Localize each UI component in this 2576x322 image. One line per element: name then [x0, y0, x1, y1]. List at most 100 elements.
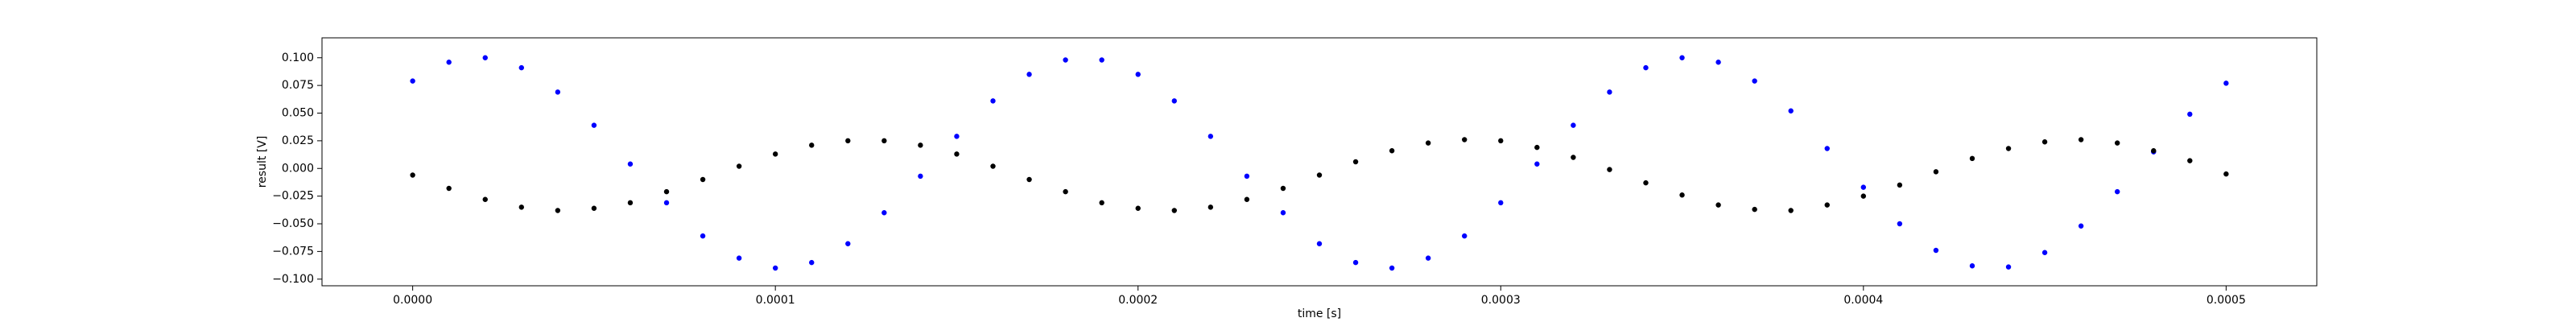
data-point — [1316, 172, 1323, 178]
data-point — [591, 205, 597, 211]
data-point — [1788, 208, 1794, 213]
x-tick-label: 0.0004 — [1843, 294, 1883, 307]
data-point — [663, 200, 670, 206]
data-point — [1534, 161, 1540, 167]
data-point — [627, 161, 634, 167]
x-tick-label: 0.0001 — [756, 294, 795, 307]
data-point — [990, 163, 996, 169]
data-point — [845, 138, 851, 144]
x-axis-label: time [s] — [1298, 308, 1341, 320]
data-point — [482, 196, 488, 202]
data-point — [1244, 196, 1250, 202]
data-point — [736, 255, 742, 261]
data-point — [1389, 265, 1395, 271]
data-point — [1788, 108, 1794, 114]
x-tick-label: 0.0002 — [1118, 294, 1158, 307]
data-point — [954, 134, 960, 139]
y-tick-label: −0.100 — [272, 273, 314, 286]
data-point — [663, 188, 670, 195]
data-point — [2041, 250, 2048, 255]
data-point — [1571, 122, 1576, 128]
data-point — [1389, 148, 1395, 154]
data-point — [881, 210, 887, 216]
data-point — [1860, 193, 1867, 199]
data-point — [1171, 208, 1177, 213]
data-point — [1897, 221, 1903, 227]
data-point — [1534, 144, 1540, 151]
data-point — [1969, 155, 1975, 162]
data-point — [446, 185, 452, 192]
data-point — [2005, 264, 2012, 270]
data-point — [772, 265, 778, 271]
y-tick-label: −0.025 — [272, 190, 314, 203]
data-point — [1099, 200, 1104, 206]
data-point — [518, 204, 524, 210]
data-point — [2223, 80, 2229, 86]
data-point — [1280, 185, 1286, 192]
data-point — [1752, 206, 1757, 213]
data-point — [700, 233, 706, 239]
data-point — [1897, 182, 1903, 188]
data-point — [1752, 78, 1757, 84]
data-point — [2078, 137, 2084, 142]
data-point — [1933, 247, 1939, 254]
data-point — [1679, 192, 1685, 198]
data-point — [2041, 139, 2048, 145]
data-point — [1135, 72, 1141, 77]
data-point — [1498, 138, 1504, 144]
data-point — [1607, 89, 1612, 95]
data-point — [1208, 134, 1214, 139]
y-tick-label: 0.050 — [282, 107, 314, 120]
data-point — [1135, 205, 1141, 211]
data-point — [2187, 158, 2193, 163]
data-point — [1571, 155, 1576, 160]
data-point — [555, 89, 561, 95]
data-point — [1860, 184, 1867, 190]
data-point — [809, 259, 815, 266]
data-point — [736, 163, 742, 169]
data-point — [1026, 176, 1032, 183]
data-point — [1933, 169, 1939, 175]
x-tick-label: 0.0003 — [1481, 294, 1521, 307]
data-point — [2223, 171, 2229, 177]
data-point — [591, 122, 597, 128]
data-point — [482, 55, 488, 60]
data-point — [1715, 202, 1721, 208]
data-point — [2078, 223, 2084, 229]
data-point — [954, 151, 960, 157]
plot-frame — [321, 37, 2318, 287]
data-point — [1824, 202, 1830, 208]
data-point — [1679, 55, 1685, 60]
data-point — [2115, 188, 2120, 195]
data-point — [1099, 57, 1104, 63]
data-point — [555, 208, 561, 213]
data-point — [2115, 140, 2120, 146]
data-point — [1643, 64, 1649, 71]
data-point — [1208, 204, 1214, 210]
y-tick-label: 0.100 — [282, 52, 314, 64]
data-point — [1352, 159, 1359, 165]
y-axis-label: result [V] — [256, 136, 269, 188]
data-point — [518, 64, 524, 71]
data-point — [1063, 188, 1068, 195]
data-point — [1026, 72, 1032, 77]
data-point — [1824, 146, 1830, 151]
data-point — [1316, 241, 1323, 246]
y-tick-label: 0.025 — [282, 134, 314, 147]
y-tick-label: 0.000 — [282, 162, 314, 175]
data-point — [845, 241, 851, 246]
data-point — [1969, 263, 1975, 269]
y-tick-label: 0.075 — [282, 79, 314, 92]
data-point — [1715, 60, 1721, 65]
y-tick-label: −0.050 — [272, 217, 314, 230]
data-point — [2005, 146, 2012, 151]
data-point — [2151, 148, 2157, 154]
data-point — [1498, 200, 1504, 206]
data-point — [881, 138, 887, 144]
x-tick-label: 0.0000 — [393, 294, 432, 307]
data-point — [1063, 57, 1068, 63]
data-point — [1171, 98, 1177, 104]
data-point — [1462, 137, 1468, 142]
